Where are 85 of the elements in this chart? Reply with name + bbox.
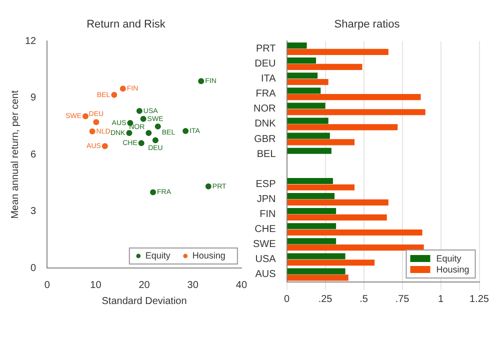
bar	[287, 274, 348, 281]
point	[138, 140, 144, 146]
point	[82, 113, 88, 120]
y-tick-label: ESP	[256, 178, 276, 190]
bar	[287, 148, 332, 154]
bar	[287, 132, 330, 139]
y-tick-label: FRA	[256, 88, 276, 100]
bar	[287, 199, 388, 206]
bar	[287, 178, 333, 184]
x-tick-label: .5	[360, 294, 368, 305]
y-tick-label: NOR	[254, 104, 276, 115]
bar	[287, 64, 362, 70]
x-tick-label: .75	[395, 294, 410, 305]
point	[120, 86, 126, 92]
point	[89, 128, 96, 134]
x-tick-label: 1.25	[470, 294, 490, 305]
bar	[287, 260, 375, 266]
legend-label: Housing	[192, 250, 226, 260]
x-tick-label: 1	[438, 294, 444, 305]
bar	[287, 88, 321, 94]
x-tick-label: 20	[138, 280, 150, 291]
y-tick-label: GBR	[254, 134, 276, 145]
legend-label: Equity	[436, 253, 462, 264]
point	[102, 143, 108, 150]
bar	[287, 244, 424, 251]
legend-label: Housing	[436, 264, 470, 274]
bar	[287, 192, 335, 200]
bar	[287, 78, 328, 86]
y-tick-label: SWE	[252, 239, 276, 250]
bar	[287, 184, 355, 190]
y-axis-title: Mean annual return, per cent	[10, 90, 21, 219]
x-tick-label: 30	[187, 280, 199, 291]
point	[140, 116, 146, 122]
y-tick-label: DEU	[254, 58, 276, 70]
point	[198, 78, 204, 84]
point	[111, 92, 118, 98]
y-tick-label: BEL	[256, 148, 276, 160]
point	[146, 130, 152, 136]
bar	[287, 94, 421, 100]
bar	[287, 58, 316, 64]
x-tick-label: .25	[318, 294, 333, 305]
y-tick-label: DNK	[254, 118, 276, 130]
bar	[287, 42, 307, 49]
point	[154, 123, 161, 130]
bar	[287, 268, 346, 274]
y-tick-label: ITA	[260, 74, 276, 85]
bar	[287, 48, 388, 55]
chart-title: Return and Risk	[86, 18, 166, 31]
bar	[287, 208, 336, 214]
x-axis-title: Standard Deviation	[102, 296, 187, 307]
y-tick-label: PRT	[256, 43, 276, 54]
legend-label: Equity	[145, 250, 171, 260]
y-tick-label: FIN	[260, 209, 276, 220]
x-tick-label: 0	[44, 280, 50, 291]
point	[152, 137, 158, 144]
bar	[287, 229, 422, 236]
bar	[287, 238, 336, 244]
y-tick-label: 9	[30, 92, 37, 104]
point	[136, 108, 142, 114]
point	[182, 128, 189, 134]
y-tick-label: JPN	[256, 194, 276, 205]
y-tick-label: AUS	[255, 269, 276, 280]
y-tick-label: 3	[30, 206, 37, 218]
x-tick-label: 10	[90, 280, 102, 291]
bar	[287, 72, 318, 79]
bar	[287, 102, 326, 109]
point	[93, 119, 100, 126]
x-tick-label: 0	[284, 294, 290, 305]
y-tick-label: USA	[255, 254, 276, 266]
bar	[287, 109, 426, 116]
bar	[287, 223, 336, 230]
bar	[287, 214, 387, 221]
y-tick-label: CHE	[254, 224, 276, 236]
y-tick-label: 12	[25, 36, 37, 47]
point	[126, 130, 132, 136]
point	[150, 189, 156, 196]
y-tick-label: 6	[30, 149, 37, 160]
chart-title: Sharpe ratios	[334, 18, 400, 31]
point	[205, 183, 212, 190]
bar	[287, 253, 346, 260]
y-tick-label: 0	[30, 262, 37, 274]
bar	[287, 139, 355, 146]
x-tick-label: 40	[236, 280, 248, 291]
bar	[287, 118, 328, 124]
bar	[287, 124, 398, 130]
